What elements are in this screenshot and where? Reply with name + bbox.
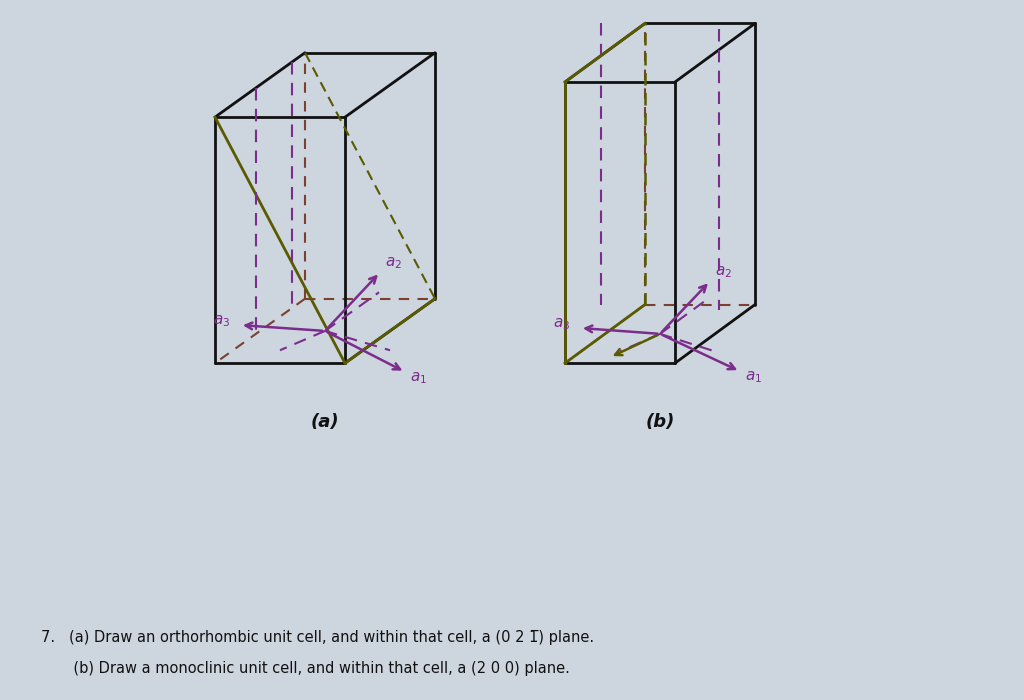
Text: $a_1$: $a_1$ xyxy=(411,370,428,386)
Text: $a_2$: $a_2$ xyxy=(385,255,402,271)
Text: $a_2$: $a_2$ xyxy=(716,264,732,279)
Text: $a_3$: $a_3$ xyxy=(553,316,570,332)
Text: (b): (b) xyxy=(645,413,675,430)
Text: (b) Draw a monoclinic unit cell, and within that cell, a (2 0 0) plane.: (b) Draw a monoclinic unit cell, and wit… xyxy=(41,662,569,676)
Text: (a): (a) xyxy=(310,413,339,430)
Text: 7.   (a) Draw an orthorhombic unit cell, and within that cell, a (0 2 1̅) plane.: 7. (a) Draw an orthorhombic unit cell, a… xyxy=(41,630,594,645)
Text: $a_3$: $a_3$ xyxy=(213,314,230,330)
Text: $a_1$: $a_1$ xyxy=(745,370,763,385)
